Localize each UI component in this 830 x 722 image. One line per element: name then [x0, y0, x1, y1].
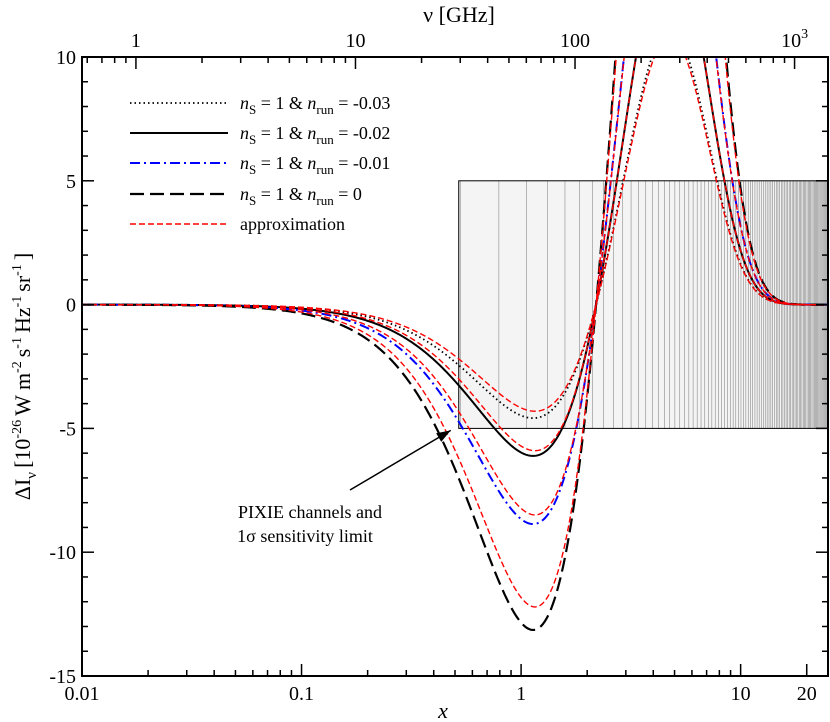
curve-series-7 — [82, 57, 828, 608]
y-title-sr: sr — [10, 275, 35, 292]
legend-label-3: nS = 1 & nrun = 0 — [240, 184, 362, 208]
curve-series-3 — [82, 57, 828, 632]
legend-label-part: n — [240, 184, 249, 204]
y-title-nu: ν — [24, 472, 40, 479]
curves — [82, 57, 828, 632]
legend-label-1: nS = 1 & nrun = -0.02 — [240, 123, 390, 147]
x-tick-label: 20 — [797, 683, 817, 705]
x-tick-label: 10 — [731, 683, 751, 705]
legend-label-part: S — [249, 193, 256, 208]
y-title-delta: ΔI — [10, 479, 35, 500]
legend-label-0: nS = 1 & nrun = -0.03 — [240, 93, 390, 117]
legend-label-part: = -0.03 — [334, 93, 391, 113]
legend-label-part: = 1 & — [256, 184, 307, 204]
tick-labels: 0.01 0.1 1 10 20 10 5 0 -5 -10 -15 1 10 100 103 — [49, 27, 816, 705]
legend-label-part: = 1 & — [256, 153, 307, 173]
y-title-exp-1b: -1 — [10, 296, 25, 308]
legend-label-part: run — [316, 132, 334, 147]
legend-label-part: = 0 — [334, 184, 362, 204]
top-tick-label-sup: 3 — [801, 27, 808, 42]
legend-label-4: approximation — [240, 214, 345, 234]
legend-label-part: n — [307, 123, 316, 143]
top-tick-label: 100 — [560, 30, 590, 52]
annotation-line-1: PIXIE channels and — [238, 502, 382, 522]
legend-label-part: S — [249, 132, 256, 147]
x-tick-label: 0.1 — [289, 683, 314, 705]
y-tick-label: 5 — [66, 171, 76, 193]
annotation-arrowhead — [436, 430, 451, 442]
y-tick-label: 10 — [56, 47, 76, 69]
y-tick-label: -10 — [49, 542, 76, 564]
legend-label-part: n — [307, 93, 316, 113]
axis-ticks — [81, 56, 828, 677]
y-title-hz: Hz — [10, 307, 35, 333]
legend-label-part: run — [316, 102, 334, 117]
x-tick-label: 1 — [516, 683, 526, 705]
y-tick-label: -5 — [59, 418, 76, 440]
x-axis-title: x — [437, 698, 448, 722]
legend-label-2: nS = 1 & nrun = -0.01 — [240, 153, 390, 177]
curve-series-5 — [82, 57, 828, 452]
legend-label-part: = 1 & — [256, 123, 307, 143]
pixie-band-box — [458, 180, 828, 429]
legend-label-part: run — [316, 193, 334, 208]
x-tick-label: 0.01 — [65, 683, 100, 705]
y-axis-title: ΔIν[10-26W m-2s-1Hz-1sr-1] — [10, 253, 40, 500]
annotation-arrow — [349, 429, 452, 491]
annotation: PIXIE channels and 1σ sensitivity limit — [237, 429, 452, 546]
y-title-bracket-close: ] — [10, 253, 35, 260]
legend-label-part: = 1 & — [256, 93, 307, 113]
legend-label-part: S — [249, 162, 256, 177]
y-title-w-m: W m — [10, 373, 35, 416]
y-tick-label: 0 — [66, 295, 76, 317]
curve-series-4 — [82, 57, 828, 412]
legend-label-part: n — [240, 93, 249, 113]
y-title-exp-1c: -1 — [10, 264, 25, 276]
top-axis-title: ν [GHz] — [423, 2, 495, 27]
y-title-s: s — [10, 349, 35, 358]
y-title-exp-2: -2 — [10, 361, 25, 373]
y-title-exp-1a: -1 — [10, 337, 25, 349]
top-tick-label: 10 — [345, 30, 365, 52]
legend-label-part: = -0.02 — [334, 123, 391, 143]
pixie-band — [458, 180, 828, 429]
curve-series-6 — [82, 57, 828, 516]
legend-label-part: n — [307, 153, 316, 173]
y-title-bracket-open: [10 — [10, 439, 35, 468]
legend-label-part: run — [316, 162, 334, 177]
legend-label-part: n — [240, 153, 249, 173]
legend-label-part: n — [240, 123, 249, 143]
top-tick-label: 103 — [781, 27, 808, 52]
y-title-exp-26: -26 — [10, 420, 25, 439]
legend-label-part: S — [249, 102, 256, 117]
top-tick-label: 1 — [131, 30, 141, 52]
svg-text:ΔIν[10-26W m-2s-1Hz-1sr-1]: ΔIν[10-26W m-2s-1Hz-1sr-1] — [10, 253, 40, 500]
legend-label-part: = -0.01 — [334, 153, 391, 173]
y-tick-label: -15 — [49, 666, 76, 688]
annotation-line-2: 1σ sensitivity limit — [237, 526, 373, 546]
legend-label-part: n — [307, 184, 316, 204]
